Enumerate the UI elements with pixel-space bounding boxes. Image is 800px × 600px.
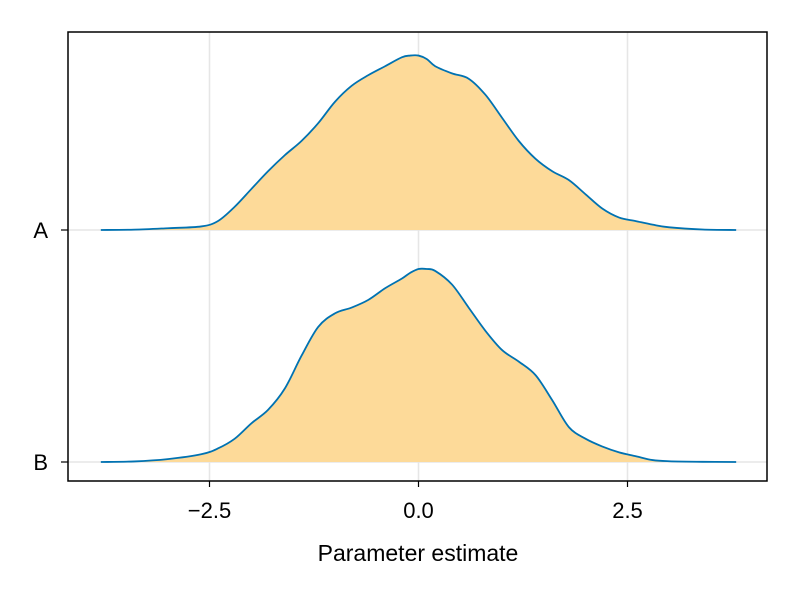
plot-frame [67, 31, 768, 482]
x-axis-label: Parameter estimate [318, 540, 519, 566]
x-tick-label: 2.5 [612, 498, 643, 523]
ridges [100, 54, 737, 463]
density-fill-b [100, 268, 737, 462]
y-tick-label: B [33, 450, 48, 475]
x-tick-label: −2.5 [188, 498, 231, 523]
x-axis-ticks: −2.5 0.0 2.5 [188, 481, 643, 523]
y-axis-ticks: AB [33, 218, 68, 475]
density-fill-a [100, 55, 737, 231]
y-tick-label: A [33, 218, 48, 243]
density-line-a [100, 54, 737, 231]
density-line-b [100, 267, 737, 463]
x-tick-label: 0.0 [403, 498, 434, 523]
